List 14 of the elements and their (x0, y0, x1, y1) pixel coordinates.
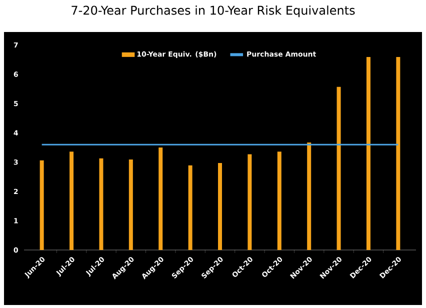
chart-title: 7-20-Year Purchases in 10-Year Risk Equivalents (72, 6, 355, 18)
bar (70, 152, 74, 250)
bar (396, 57, 400, 250)
bar (248, 154, 252, 250)
bar (307, 142, 312, 250)
bar (40, 160, 44, 250)
bar (128, 160, 133, 250)
bar (158, 147, 163, 250)
bar (277, 152, 282, 250)
bar (188, 165, 192, 250)
bar (218, 163, 222, 250)
bar (336, 86, 341, 250)
bar (366, 57, 370, 250)
bar (99, 158, 104, 250)
